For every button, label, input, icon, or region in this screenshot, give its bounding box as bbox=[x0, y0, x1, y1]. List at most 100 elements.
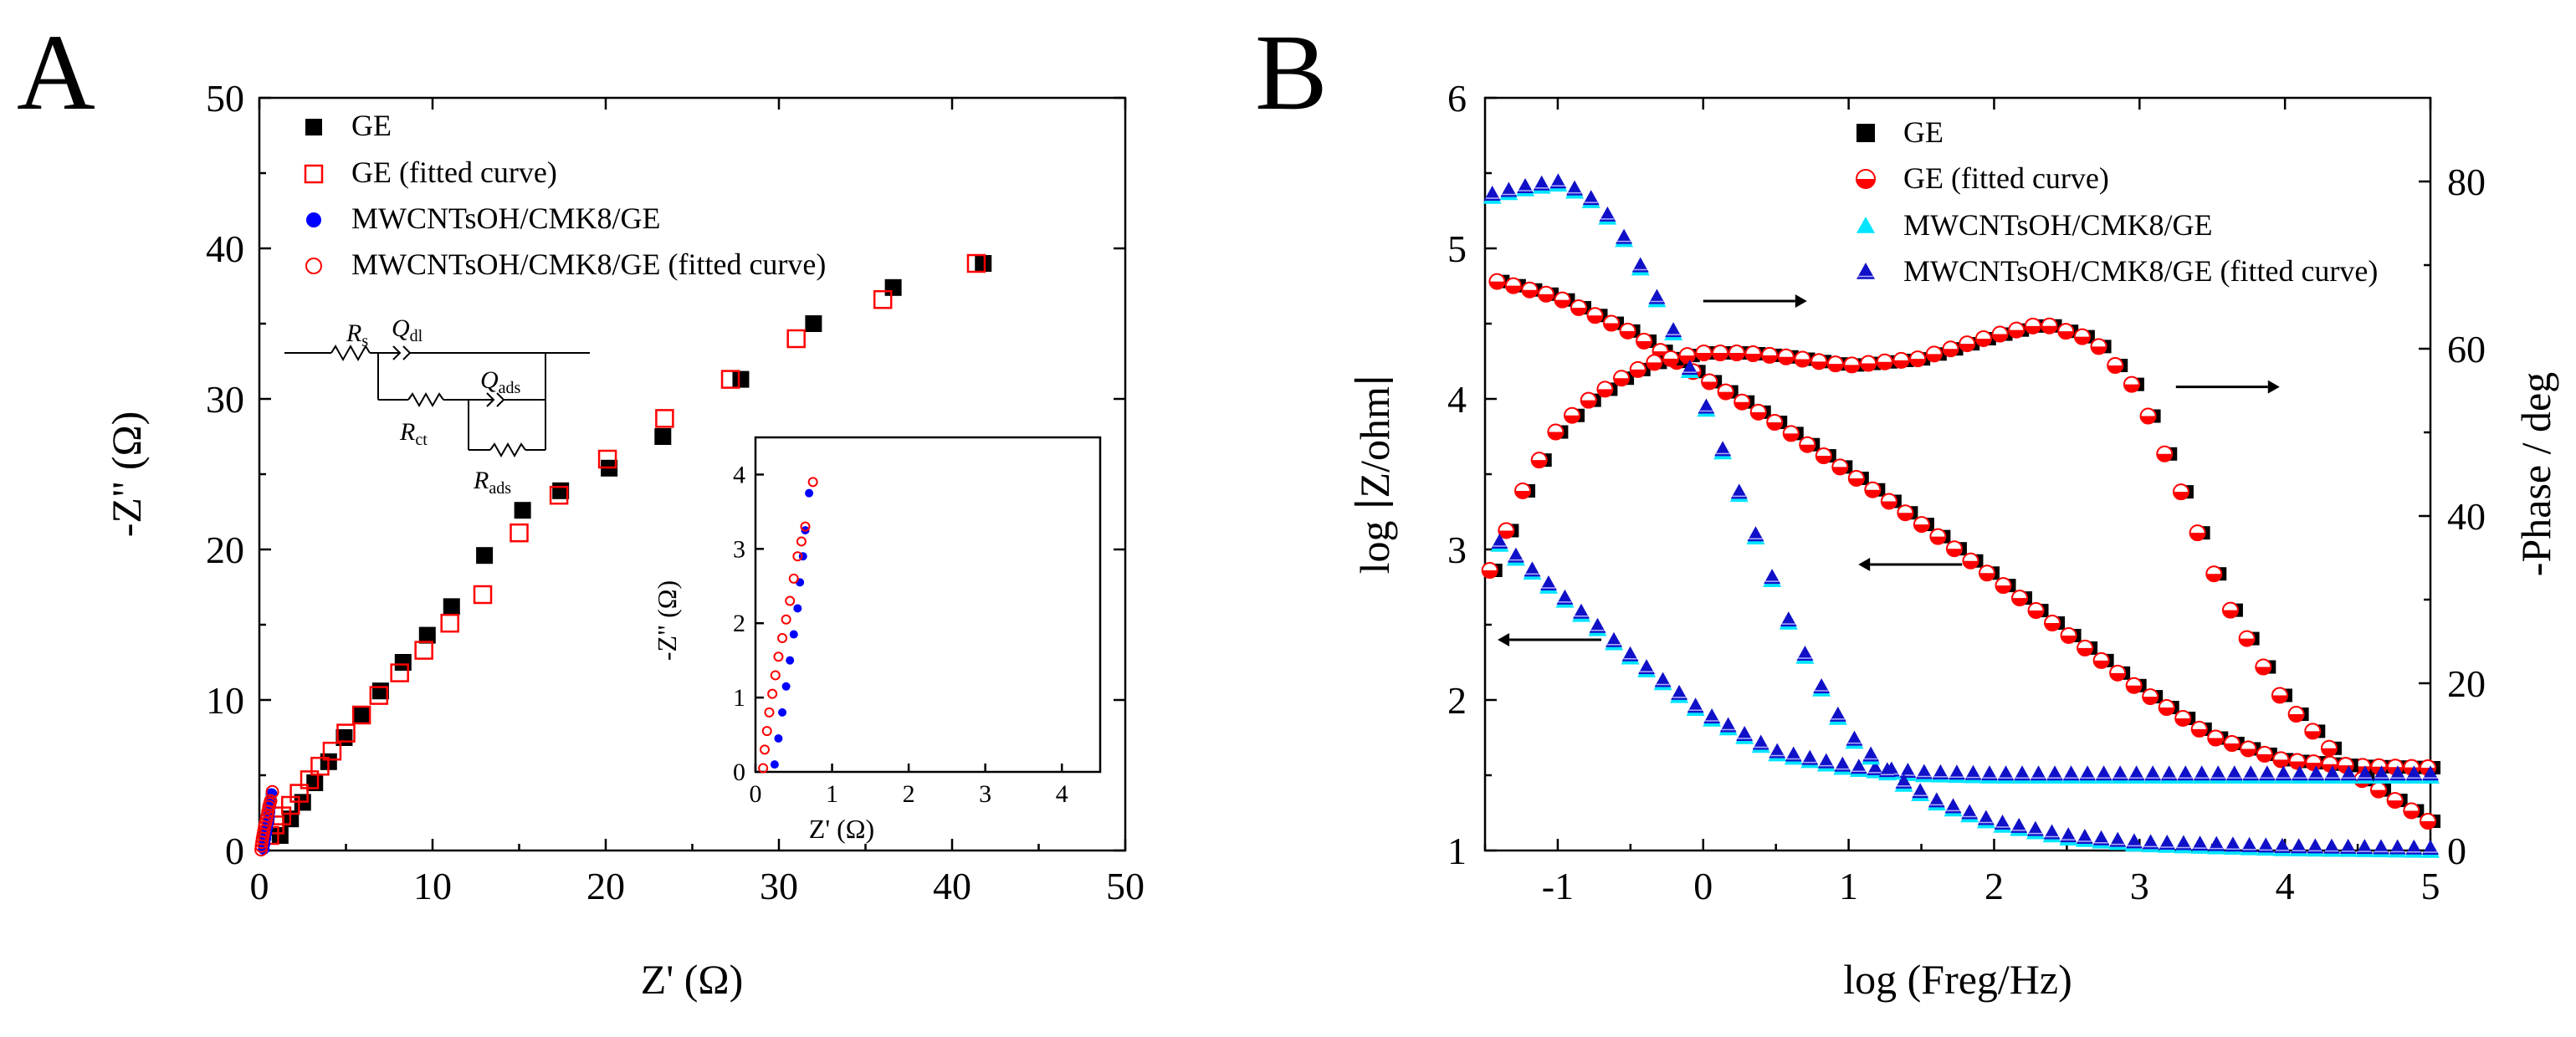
b-fitted-point-2 bbox=[1761, 346, 1779, 364]
inset-y-tick-label: 1 bbox=[733, 684, 745, 712]
inset-x-tick-label: 4 bbox=[1056, 780, 1068, 808]
panel-a-letter: A bbox=[17, 13, 95, 133]
y-tick-label: 30 bbox=[206, 378, 244, 421]
b-fitted-point-1 bbox=[1782, 425, 1800, 442]
b-fitted-point-2 bbox=[2090, 338, 2107, 355]
b-fitted-point-1 bbox=[2288, 753, 2306, 770]
b-fitted-point-2 bbox=[1892, 351, 1910, 369]
circuit-label-qads: Qads bbox=[480, 366, 521, 397]
data-point-2 bbox=[390, 663, 409, 682]
inset-point-2 bbox=[777, 633, 788, 643]
b-fitted-point-4 bbox=[2208, 835, 2225, 851]
b-fitted-point-2 bbox=[2156, 445, 2174, 462]
b-fitted-point-2 bbox=[2420, 813, 2436, 830]
data-point-1 bbox=[884, 278, 902, 296]
b-fitted-point-1 bbox=[1995, 577, 2012, 595]
b-fitted-point-3 bbox=[1736, 726, 1754, 742]
panel-b-legend: GE GE (fitted curve) MWCNTsOH/CMK8/GE MWCNT… bbox=[1856, 115, 2378, 288]
b-fitted-point-1 bbox=[2207, 729, 2225, 747]
data-point-2 bbox=[310, 756, 330, 776]
b-fitted-point-3 bbox=[2242, 765, 2260, 781]
b-fitted-point-4 bbox=[2422, 840, 2439, 855]
b-fitted-point-2 bbox=[2205, 565, 2223, 583]
panel-b-x-ticks: -1 0 1 2 3 4 5 bbox=[1483, 98, 2440, 907]
b-x-tick-label: 4 bbox=[2276, 865, 2295, 907]
b-fitted-point-2 bbox=[2221, 601, 2239, 619]
inset-x-tick-label: 0 bbox=[750, 780, 762, 808]
b-fitted-point-4 bbox=[2356, 839, 2374, 855]
b-fitted-point-3 bbox=[1572, 603, 1590, 619]
b-y-tick-label: 2 bbox=[1447, 679, 1467, 722]
b-fitted-point-2 bbox=[1744, 345, 1762, 363]
b-fitted-point-4 bbox=[2125, 833, 2143, 849]
b-fitted-point-3 bbox=[2307, 765, 2325, 781]
inset-point-2 bbox=[767, 688, 778, 699]
b-fitted-point-4 bbox=[1483, 186, 1501, 201]
b-fitted-point-1 bbox=[1929, 528, 1947, 545]
data-point-1 bbox=[353, 707, 371, 723]
b-y-tick-label: 1 bbox=[1447, 830, 1467, 872]
data-point-4 bbox=[260, 809, 274, 823]
b-y-tick-label: 5 bbox=[1447, 227, 1467, 270]
b-fitted-point-2 bbox=[2041, 317, 2058, 335]
b-fitted-point-4 bbox=[2257, 837, 2275, 853]
panel-a-y-axis-title: -Z" (Ω) bbox=[103, 411, 150, 538]
b-fitted-point-3 bbox=[2225, 765, 2243, 781]
legend-marker-1 bbox=[305, 119, 322, 135]
b-fitted-point-4 bbox=[1780, 611, 1797, 627]
b-fitted-point-3 bbox=[1817, 753, 1835, 769]
b-fitted-point-3 bbox=[2046, 765, 2064, 781]
b-fitted-point-3 bbox=[2112, 765, 2129, 781]
b-fitted-point-1 bbox=[1537, 285, 1554, 303]
b-fitted-point-4 bbox=[2174, 835, 2192, 851]
x-tick-label: 0 bbox=[250, 865, 269, 907]
b-fitted-point-2 bbox=[2271, 687, 2288, 704]
x-tick-label: 20 bbox=[586, 865, 625, 907]
b-fitted-point-1 bbox=[2321, 755, 2338, 773]
inset-point-1 bbox=[778, 708, 787, 717]
b-fitted-point-2 bbox=[2123, 375, 2140, 393]
b-fitted-point-2 bbox=[1712, 345, 1729, 361]
data-point-4 bbox=[264, 794, 278, 808]
b-fitted-point-2 bbox=[1925, 345, 1943, 363]
b-fitted-point-2 bbox=[2255, 658, 2272, 676]
data-point-2 bbox=[720, 370, 740, 389]
b-legend-marker-3 bbox=[1856, 217, 1875, 233]
b-fitted-point-4 bbox=[1566, 180, 1584, 196]
b-fitted-point-2 bbox=[2287, 706, 2305, 723]
b-fitted-point-2 bbox=[2189, 524, 2206, 542]
b-y-tick-label: 4 bbox=[1447, 378, 1467, 421]
b-fitted-point-3 bbox=[1703, 708, 1721, 723]
b-fitted-point-3 bbox=[1606, 631, 1623, 647]
b-fitted-point-4 bbox=[2389, 839, 2406, 855]
axis-arrow-head-1 bbox=[1795, 294, 1807, 308]
b-fitted-point-1 bbox=[2240, 740, 2257, 758]
b-fitted-point-4 bbox=[1846, 730, 1863, 746]
data-point-2 bbox=[549, 485, 569, 505]
b-fitted-point-1 bbox=[1586, 307, 1604, 324]
legend-label-2: GE (fitted curve) bbox=[351, 156, 557, 189]
b-fitted-point-3 bbox=[1834, 756, 1851, 772]
data-point-2 bbox=[414, 641, 433, 660]
b-fitted-point-4 bbox=[2159, 834, 2176, 850]
data-point-1 bbox=[271, 827, 289, 844]
b-fitted-point-2 bbox=[1580, 391, 1597, 409]
b-fitted-point-4 bbox=[2076, 828, 2093, 844]
b-fitted-point-3 bbox=[2160, 765, 2178, 781]
b-fitted-point-4 bbox=[1961, 804, 1979, 820]
inset-point-2 bbox=[773, 651, 784, 662]
b-fitted-point-4 bbox=[2405, 839, 2423, 855]
data-point-2 bbox=[289, 784, 309, 803]
panel-b-y2-ticks: 0 20 40 60 80 bbox=[2419, 161, 2486, 872]
b-y-tick-label: 3 bbox=[1447, 529, 1467, 571]
inset-y-axis-title: -Z" (Ω) bbox=[652, 580, 682, 661]
b-fitted-point-2 bbox=[1777, 348, 1795, 365]
b-fitted-point-2 bbox=[1596, 381, 1614, 398]
b-fitted-point-4 bbox=[1517, 177, 1534, 193]
b-fitted-point-2 bbox=[1728, 345, 1745, 361]
x-tick-label: 10 bbox=[413, 865, 452, 907]
b-fitted-point-1 bbox=[1880, 493, 1897, 510]
b-fitted-point-3 bbox=[1556, 589, 1574, 605]
b-fitted-point-4 bbox=[2372, 839, 2389, 855]
